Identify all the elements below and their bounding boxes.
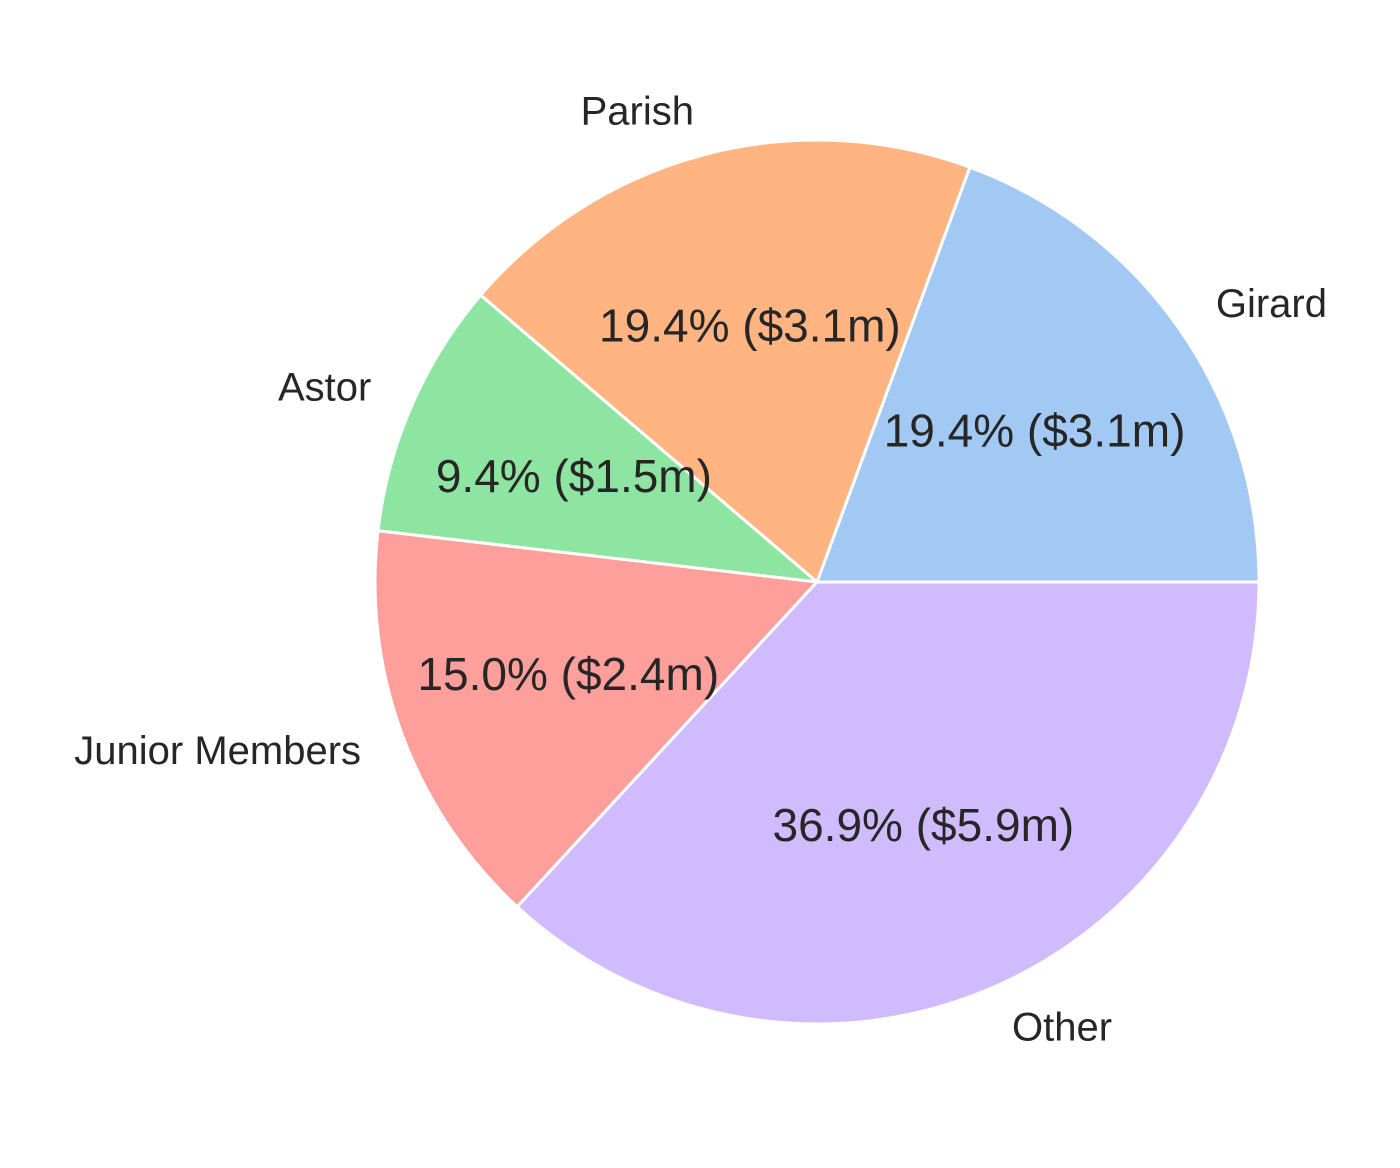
slice-value-label-parish: 19.4% ($3.1m) — [599, 299, 901, 351]
slice-value-label-astor: 9.4% ($1.5m) — [436, 450, 712, 502]
slice-label-astor: Astor — [278, 366, 371, 410]
pie-slice-girard — [815, 165, 1261, 584]
pie-slice-parish — [479, 138, 972, 584]
slice-label-girard: Girard — [1216, 282, 1327, 326]
slice-label-junior-members: Junior Members — [74, 729, 361, 773]
slice-value-label-girard: 19.4% ($3.1m) — [884, 404, 1186, 456]
pie-slice-other — [515, 580, 1261, 1026]
slice-label-other: Other — [1012, 1005, 1112, 1049]
slices-layer — [373, 138, 1261, 1026]
slice-value-label-junior-members: 15.0% ($2.4m) — [417, 648, 719, 700]
slice-value-label-other: 36.9% ($5.9m) — [773, 799, 1075, 851]
slice-label-parish: Parish — [581, 90, 694, 134]
labels-layer: Girard 19.4% ($3.1m) Parish 19.4% ($3.1m) As… — [74, 90, 1327, 1050]
pie-slice-astor — [376, 293, 819, 584]
pie-slice-junior-members — [373, 529, 819, 909]
